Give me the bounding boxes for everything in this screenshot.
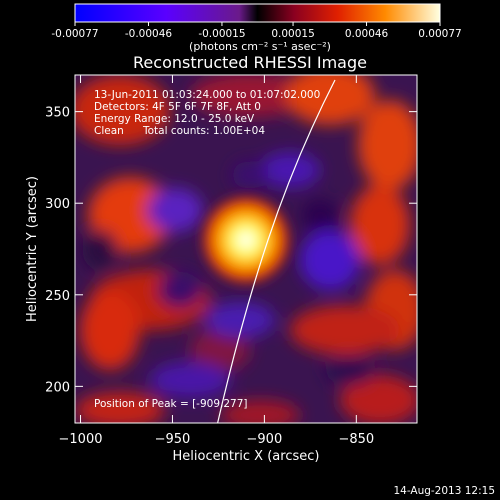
y-tick-label: 300 [45, 197, 70, 212]
y-tick-label: 200 [45, 380, 70, 395]
x-tick-label: −900 [247, 432, 283, 447]
x-axis-label: Heliocentric X (arcsec) [173, 449, 320, 464]
colorbar-tick-label: 0.00046 [345, 28, 389, 40]
colorbar-tick-label: -0.00077 [51, 28, 98, 40]
peak-position-label: Position of Peak = [-909,277] [94, 398, 248, 410]
annotation-time: 13-Jun-2011 01:03:24.000 to 01:07:02.000 [94, 89, 320, 101]
x-tick-label: −850 [338, 432, 374, 447]
x-axis: −1000 −950 −900 −850 [59, 75, 374, 447]
footer-timestamp: 14-Aug-2013 12:15 [393, 485, 495, 497]
peak-source [196, 190, 296, 290]
colorbar-unit-label: (photons cm⁻² s⁻¹ asec⁻²) [189, 40, 331, 53]
colorbar-tick-label: 0.00015 [271, 28, 314, 40]
annotation-clean: Clean [94, 125, 124, 137]
y-tick-label: 250 [45, 289, 70, 304]
colorbar [74, 3, 441, 23]
y-axis-label: Heliocentric Y (arcsec) [25, 176, 40, 322]
y-axis: 200 250 300 350 [45, 106, 417, 395]
annotation-total-counts: Total counts: 1.00E+04 [142, 125, 265, 137]
annotation-block: 13-Jun-2011 01:03:24.000 to 01:07:02.000… [94, 89, 320, 137]
plot-frame [74, 74, 418, 424]
chart-title: Reconstructed RHESSI Image [133, 53, 367, 72]
x-tick-label: −950 [155, 432, 191, 447]
annotation-energy: Energy Range: 12.0 - 25.0 keV [94, 113, 255, 125]
y-tick-label: 350 [45, 106, 70, 121]
heatmap-image [75, 75, 417, 423]
colorbar-tick-label: 0.00077 [418, 28, 461, 40]
colorbar-ticks: -0.00077 -0.00046 -0.00015 0.00015 0.00046 0.… [51, 22, 462, 40]
colorbar-tick-label: -0.00015 [198, 28, 245, 40]
annotation-detectors: Detectors: 4F 5F 6F 7F 8F, Att 0 [94, 101, 261, 113]
solar-limb [216, 79, 336, 423]
x-tick-label: −1000 [59, 432, 103, 447]
colorbar-tick-label: -0.00046 [125, 28, 173, 40]
